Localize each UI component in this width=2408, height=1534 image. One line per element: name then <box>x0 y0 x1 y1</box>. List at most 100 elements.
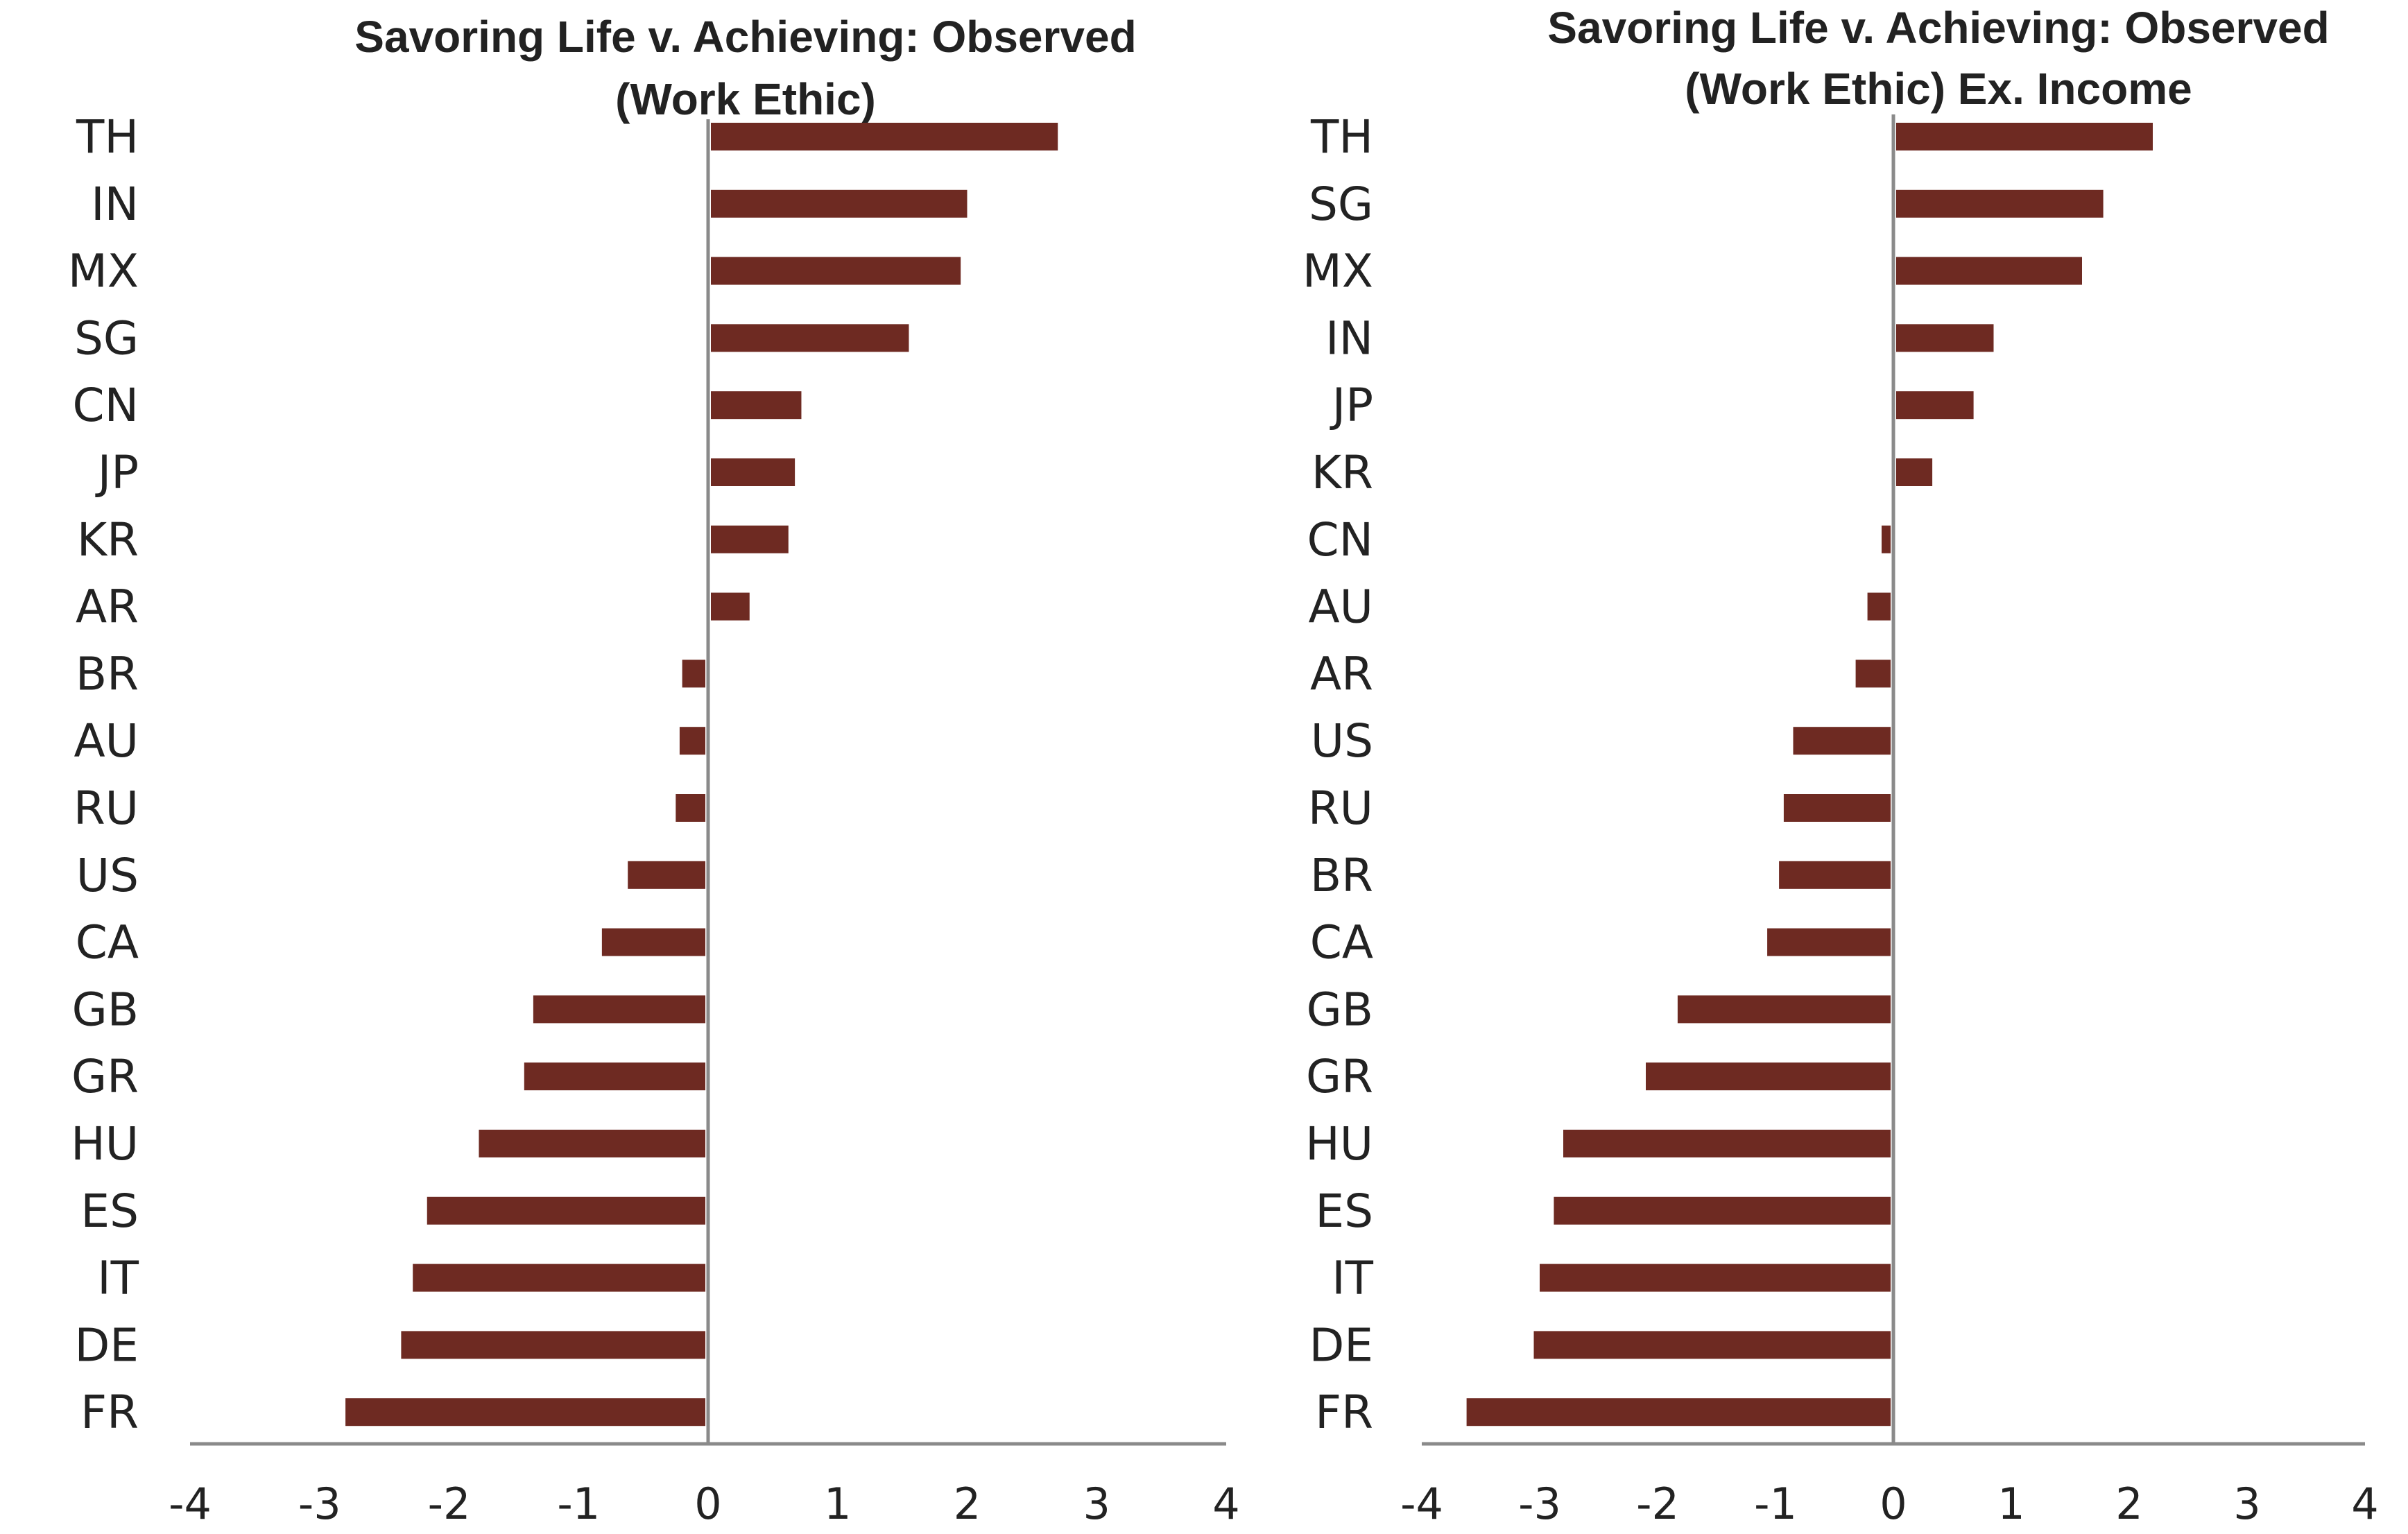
category-label: ES <box>80 1184 139 1238</box>
bar-de <box>401 1331 705 1359</box>
bar-mx <box>711 257 961 285</box>
x-tick-label: 1 <box>1997 1479 2024 1529</box>
x-tick-label: 3 <box>2233 1479 2260 1529</box>
x-tick-label: -3 <box>1518 1479 1561 1529</box>
bar-jp <box>711 458 796 486</box>
bar-ar <box>1855 660 1891 688</box>
category-label: SG <box>74 311 139 365</box>
x-tick-label: -4 <box>1400 1479 1443 1529</box>
bar-us <box>628 861 705 889</box>
bar-au <box>679 727 705 755</box>
chart-title-line-2: (Work Ethic) <box>615 74 876 124</box>
bar-it <box>413 1264 705 1292</box>
chart-title-line-1: Savoring Life v. Achieving: Observed <box>1547 3 2329 53</box>
category-label: TH <box>1310 110 1373 164</box>
category-label: BR <box>76 647 139 700</box>
x-tick-label: 2 <box>2115 1479 2142 1529</box>
bar-jp <box>1896 391 1974 420</box>
x-tick-label: 3 <box>1083 1479 1110 1529</box>
x-tick-label: -1 <box>557 1479 600 1529</box>
category-label: HU <box>71 1117 139 1171</box>
bar-it <box>1540 1264 1891 1292</box>
bar-ru <box>1783 794 1891 822</box>
bar-hu <box>1563 1130 1891 1157</box>
category-label: AR <box>1310 647 1373 700</box>
category-label: DE <box>74 1318 139 1372</box>
category-label: IN <box>91 178 139 231</box>
bar-cn <box>711 391 802 420</box>
x-tick-label: 4 <box>2351 1479 2378 1529</box>
bar-br <box>1779 861 1891 889</box>
x-tick-label: 4 <box>1212 1479 1239 1529</box>
bar-in <box>711 189 968 218</box>
category-label: RU <box>1308 782 1373 835</box>
bar-au <box>1867 592 1891 621</box>
category-label: GR <box>71 1050 139 1103</box>
category-label: CA <box>1310 916 1373 969</box>
category-label: IT <box>1332 1252 1373 1305</box>
bar-mx <box>1896 257 2082 285</box>
category-label: IT <box>97 1252 139 1305</box>
category-label: GB <box>72 983 139 1036</box>
bar-ru <box>676 794 705 822</box>
bar-es <box>427 1196 705 1225</box>
category-label: AU <box>74 714 139 768</box>
category-label: IN <box>1325 311 1373 365</box>
bar-kr <box>711 525 789 553</box>
category-label: MX <box>1302 245 1373 298</box>
bar-gb <box>1677 995 1891 1024</box>
x-tick-label: -1 <box>1754 1479 1797 1529</box>
x-tick-label: 1 <box>824 1479 851 1529</box>
bar-ca <box>601 928 705 956</box>
category-label: CA <box>76 916 139 969</box>
category-label: JP <box>1330 379 1373 432</box>
category-label: MX <box>68 245 139 298</box>
bar-kr <box>1896 458 1933 486</box>
category-label: BR <box>1310 849 1373 902</box>
category-label: US <box>76 849 139 902</box>
category-label: AR <box>76 580 139 634</box>
bar-br <box>682 660 705 688</box>
bar-hu <box>479 1130 705 1157</box>
category-label: DE <box>1309 1318 1373 1372</box>
category-label: CN <box>1307 513 1373 567</box>
category-label: SG <box>1309 178 1373 231</box>
category-label: TH <box>76 110 139 164</box>
bar-gb <box>533 995 705 1024</box>
x-tick-label: -3 <box>298 1479 341 1529</box>
bar-ar <box>711 592 750 621</box>
category-label: KR <box>77 513 139 567</box>
category-label: GB <box>1307 983 1373 1036</box>
category-label: GR <box>1306 1050 1373 1103</box>
bar-de <box>1533 1331 1891 1359</box>
category-label: US <box>1311 714 1373 768</box>
bar-th <box>711 123 1058 150</box>
bar-sg <box>711 324 909 352</box>
category-label: RU <box>74 782 139 835</box>
bar-fr <box>345 1398 706 1427</box>
chart-title-line-1: Savoring Life v. Achieving: Observed <box>354 12 1136 62</box>
bar-sg <box>1896 189 2104 218</box>
category-label: FR <box>80 1386 139 1439</box>
category-label: FR <box>1315 1386 1373 1439</box>
category-label: CN <box>73 379 139 432</box>
chart-title-line-2: (Work Ethic) Ex. Income <box>1685 64 2192 114</box>
bar-es <box>1554 1196 1891 1225</box>
category-label: AU <box>1309 580 1373 634</box>
category-label: JP <box>95 446 139 499</box>
bar-in <box>1896 324 1994 352</box>
category-label: HU <box>1305 1117 1373 1171</box>
x-tick-label: 0 <box>694 1479 721 1529</box>
category-label: ES <box>1315 1184 1373 1238</box>
x-tick-label: 0 <box>1880 1479 1907 1529</box>
x-tick-label: -2 <box>1636 1479 1679 1529</box>
bar-us <box>1793 727 1891 755</box>
bar-ca <box>1767 928 1891 956</box>
bar-fr <box>1466 1398 1891 1427</box>
bar-cn <box>1882 525 1891 553</box>
bar-gr <box>524 1062 705 1091</box>
bar-gr <box>1646 1062 1891 1091</box>
x-tick-label: -2 <box>428 1479 471 1529</box>
x-tick-label: -4 <box>169 1479 212 1529</box>
